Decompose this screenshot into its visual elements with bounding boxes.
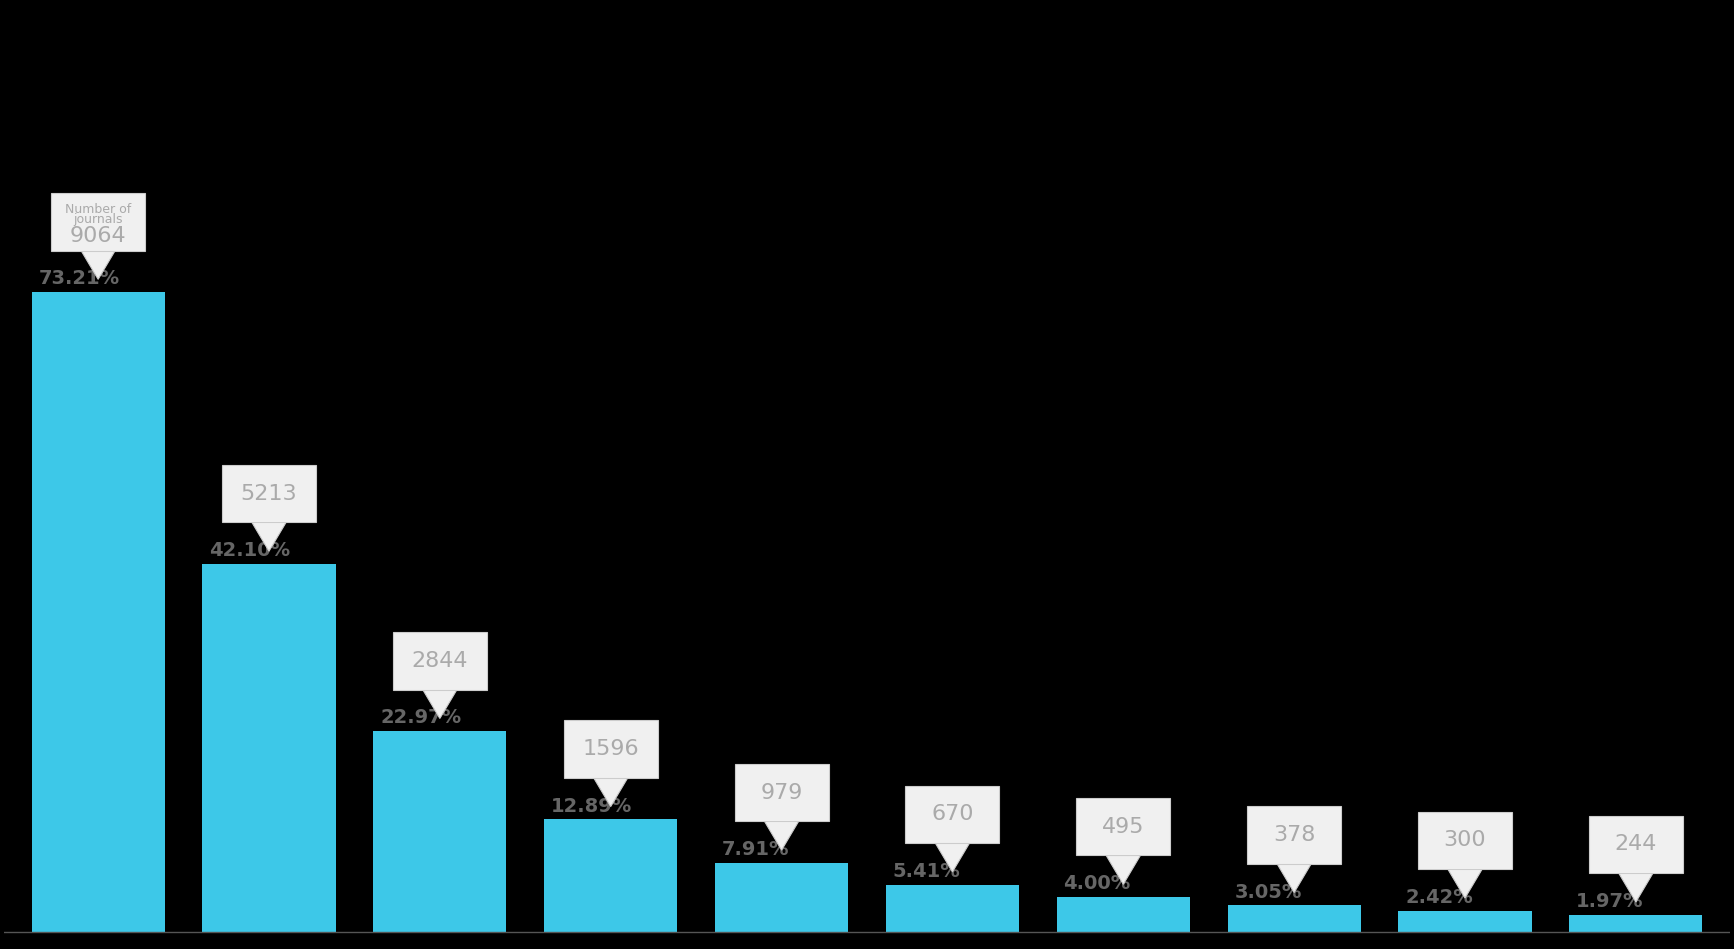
Bar: [886, 884, 1020, 932]
Bar: [1228, 905, 1361, 932]
FancyBboxPatch shape: [224, 517, 314, 522]
FancyBboxPatch shape: [1248, 859, 1339, 863]
FancyBboxPatch shape: [565, 772, 655, 777]
FancyBboxPatch shape: [905, 786, 999, 843]
Text: 2.42%: 2.42%: [1405, 888, 1472, 907]
FancyBboxPatch shape: [1588, 815, 1684, 873]
Bar: [1056, 897, 1190, 932]
Text: 2844: 2844: [411, 651, 468, 671]
Text: 378: 378: [1273, 825, 1316, 845]
Polygon shape: [1276, 864, 1311, 893]
FancyBboxPatch shape: [564, 720, 657, 778]
Text: 1596: 1596: [583, 739, 640, 759]
Text: 670: 670: [931, 805, 975, 825]
FancyBboxPatch shape: [222, 465, 316, 522]
FancyBboxPatch shape: [395, 684, 486, 689]
FancyBboxPatch shape: [1590, 868, 1682, 872]
Bar: [31, 292, 165, 932]
Bar: [544, 819, 678, 932]
Polygon shape: [251, 522, 286, 551]
Polygon shape: [1448, 869, 1483, 898]
FancyBboxPatch shape: [1079, 850, 1169, 855]
Polygon shape: [1106, 855, 1141, 884]
Bar: [1398, 911, 1531, 932]
Text: Number of: Number of: [64, 202, 132, 215]
Polygon shape: [765, 821, 799, 850]
FancyBboxPatch shape: [1418, 811, 1512, 869]
FancyBboxPatch shape: [1077, 798, 1170, 855]
FancyBboxPatch shape: [737, 816, 827, 821]
FancyBboxPatch shape: [394, 632, 487, 690]
Bar: [1569, 915, 1703, 932]
Polygon shape: [423, 690, 458, 718]
FancyBboxPatch shape: [907, 838, 997, 843]
Polygon shape: [1620, 873, 1653, 902]
Text: 1.97%: 1.97%: [1576, 892, 1644, 911]
Polygon shape: [81, 251, 114, 279]
Text: 42.10%: 42.10%: [210, 541, 290, 560]
Text: 300: 300: [1444, 830, 1486, 850]
FancyBboxPatch shape: [50, 193, 146, 251]
Polygon shape: [935, 843, 969, 872]
Text: 979: 979: [761, 783, 803, 803]
Text: 244: 244: [1614, 834, 1658, 854]
Bar: [714, 863, 848, 932]
Text: 73.21%: 73.21%: [38, 270, 120, 288]
Polygon shape: [593, 778, 628, 807]
Text: 12.89%: 12.89%: [551, 796, 633, 815]
Text: 3.05%: 3.05%: [1235, 883, 1302, 902]
Bar: [373, 732, 506, 932]
Text: 9064: 9064: [69, 226, 127, 246]
Text: 5.41%: 5.41%: [893, 862, 961, 881]
Text: journals: journals: [73, 213, 123, 226]
FancyBboxPatch shape: [1420, 864, 1510, 868]
Text: 7.91%: 7.91%: [721, 840, 789, 859]
FancyBboxPatch shape: [735, 764, 829, 821]
Text: 495: 495: [1103, 817, 1144, 837]
Text: 5213: 5213: [241, 484, 297, 504]
Text: 4.00%: 4.00%: [1063, 874, 1131, 893]
FancyBboxPatch shape: [52, 245, 144, 250]
FancyBboxPatch shape: [1247, 806, 1340, 864]
Text: 22.97%: 22.97%: [380, 708, 461, 728]
Bar: [203, 564, 336, 932]
